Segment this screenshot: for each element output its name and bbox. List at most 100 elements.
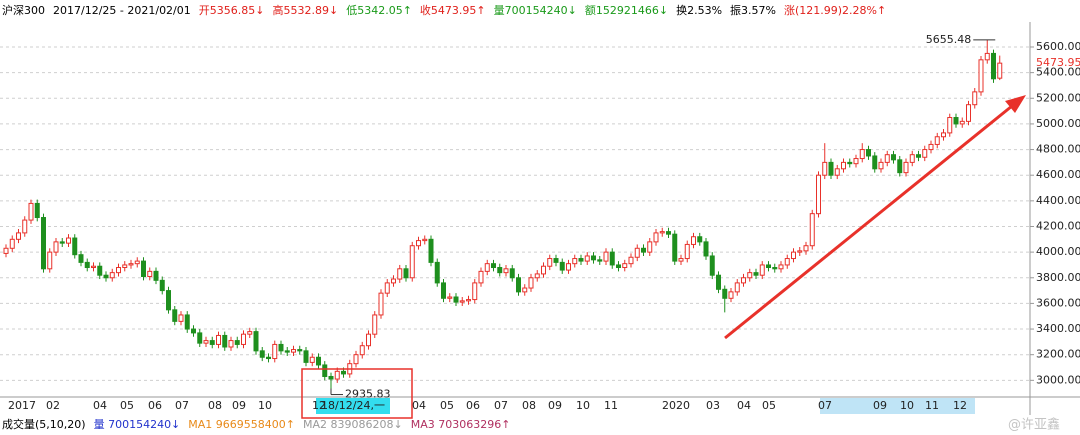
candle-body xyxy=(472,282,478,301)
candle-body xyxy=(153,270,159,281)
candle-body xyxy=(372,314,378,335)
candle-body xyxy=(884,154,890,163)
candle-body xyxy=(353,354,359,365)
footer-item: 成交量(5,10,20) xyxy=(2,417,86,431)
candle-body xyxy=(166,290,171,311)
x-tick-label: 09 xyxy=(873,399,887,412)
candle-body xyxy=(959,120,965,125)
y-tick-label: 4600.00 xyxy=(1036,168,1080,181)
candle-body xyxy=(778,264,784,270)
candle-body xyxy=(253,331,259,352)
x-tick-label: 02 xyxy=(46,399,60,412)
x-tick-label: 10 xyxy=(900,399,914,412)
highlight-box xyxy=(301,368,413,419)
candle-body xyxy=(591,255,596,261)
candle-body xyxy=(872,155,878,170)
candle-body xyxy=(628,256,634,265)
candle-body xyxy=(516,277,521,293)
candle-body xyxy=(403,268,409,279)
candle-body xyxy=(572,258,578,265)
candle-body xyxy=(934,136,940,145)
candle-body xyxy=(603,251,609,262)
x-tick-label: 09 xyxy=(548,399,562,412)
watermark: @许亚鑫 xyxy=(1008,417,1060,433)
y-tick-label: 5600.00 xyxy=(1036,40,1080,53)
candle-body xyxy=(122,264,128,269)
candle-body xyxy=(547,258,553,267)
candle-body xyxy=(209,340,215,345)
header-text: 沪深300 2017/12/25 - 2021/02/01 开5356.85↓ 高55… xyxy=(2,3,886,17)
arrow-head xyxy=(1005,95,1026,113)
candle-body xyxy=(541,265,546,275)
x-tick-label: 06 xyxy=(466,399,480,412)
header-item: 换2.53% xyxy=(676,3,722,17)
candle-body xyxy=(59,241,65,244)
high-label: 5655.48 xyxy=(926,33,972,46)
candle-body xyxy=(753,272,759,276)
y-tick-label: 3800.00 xyxy=(1036,271,1080,284)
candle-body xyxy=(309,356,315,363)
candle-body xyxy=(878,161,884,170)
candle-body xyxy=(334,370,340,380)
candle-body xyxy=(41,217,46,270)
candle-body xyxy=(597,259,603,262)
candle-body xyxy=(578,258,584,262)
candle-body xyxy=(259,350,265,358)
x-tick-label: 10 xyxy=(576,399,590,412)
footer-item: MA3 703063296↑ xyxy=(411,418,511,431)
candle-body xyxy=(716,274,721,290)
candle-body xyxy=(178,314,184,322)
candle-body xyxy=(691,236,696,245)
candle-body xyxy=(278,343,284,352)
x-tick-label: 12 xyxy=(312,399,326,412)
candle-body xyxy=(284,350,290,353)
candle-body xyxy=(909,154,915,163)
y-tick-label: 5200.00 xyxy=(1036,91,1080,104)
candle-body xyxy=(678,258,684,262)
candle-body xyxy=(809,213,815,247)
x-tick-label: 06 xyxy=(148,399,162,412)
x-tick-label: 2020 xyxy=(662,399,690,412)
header-item: 量700154240↓ xyxy=(494,4,577,17)
candle-body xyxy=(47,251,53,270)
candle-body xyxy=(147,270,153,277)
candle-body xyxy=(91,265,96,269)
candle-body xyxy=(116,267,121,274)
header-item: 2017/12/25 - 2021/02/01 xyxy=(53,4,191,17)
candle-body xyxy=(28,202,34,221)
candle-body xyxy=(522,287,528,293)
candle-body xyxy=(316,356,321,366)
y-tick-label: 4400.00 xyxy=(1036,194,1080,207)
candle-body xyxy=(672,233,678,262)
candle-body xyxy=(441,282,446,299)
x-tick-label: 12 xyxy=(953,399,967,412)
y-tick-label: 4000.00 xyxy=(1036,245,1080,258)
candle-body xyxy=(653,232,659,243)
candle-body xyxy=(159,279,165,292)
candle-body xyxy=(359,345,365,356)
candle-body xyxy=(897,159,903,174)
candle-body xyxy=(684,243,690,260)
candle-body xyxy=(703,241,709,257)
x-tick-label: 04 xyxy=(412,399,426,412)
candle-body xyxy=(53,241,59,253)
candle-body xyxy=(997,62,1003,79)
candle-body xyxy=(416,240,421,247)
candle-body xyxy=(184,314,190,330)
candle-body xyxy=(478,270,484,284)
y-tick-label: 3600.00 xyxy=(1036,296,1080,309)
x-tick-label: 07 xyxy=(818,399,832,412)
y-tick-label: 4200.00 xyxy=(1036,219,1080,232)
candle-body xyxy=(222,334,228,348)
header-item: 额152921466↓ xyxy=(585,4,668,17)
candle-body xyxy=(766,264,771,269)
candle-body xyxy=(953,117,959,125)
candle-body xyxy=(322,364,328,377)
candle-body xyxy=(228,340,234,348)
candle-body xyxy=(741,277,746,284)
y-tick-label: 5000.00 xyxy=(1036,117,1080,130)
candle-body xyxy=(609,251,615,266)
candle-body xyxy=(784,258,790,266)
candle-body xyxy=(272,343,278,360)
